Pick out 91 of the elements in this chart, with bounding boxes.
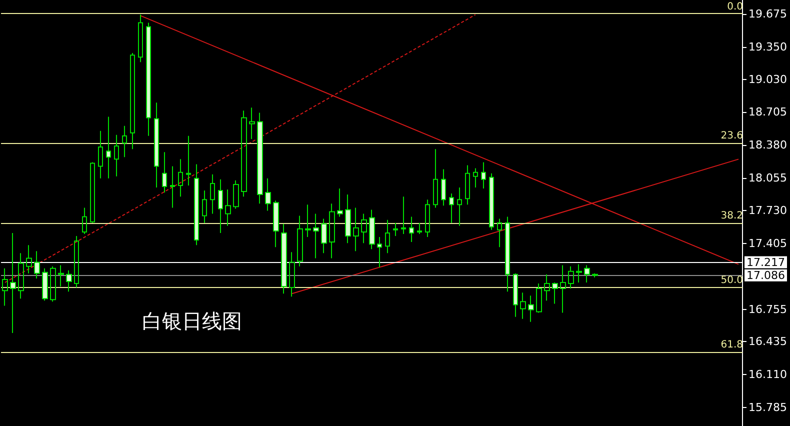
- annotation: 38.2: [720, 210, 743, 222]
- candlestick: [505, 216, 510, 292]
- candlestick: [329, 203, 335, 259]
- candlestick: [281, 223, 287, 294]
- candlestick: [489, 172, 494, 230]
- candlestick: [417, 222, 422, 234]
- y-tick-label: 15.785: [748, 400, 788, 414]
- candlestick: [449, 193, 454, 224]
- candlestick: [265, 178, 271, 212]
- candlestick: [90, 162, 95, 224]
- text: 白银日线图: [142, 309, 242, 333]
- candlestick: [42, 268, 48, 302]
- candlestick: [273, 200, 279, 248]
- candlestick: [2, 268, 8, 306]
- candlestick: [345, 194, 351, 244]
- candlestick: [297, 215, 303, 267]
- y-tick-label: 16.435: [748, 335, 788, 348]
- candlestick: [536, 282, 542, 314]
- candlestick: [289, 252, 295, 298]
- candlestick: [473, 168, 478, 188]
- candlestick: [393, 222, 398, 236]
- candlestick: [353, 207, 359, 252]
- candlestick: [568, 266, 574, 290]
- y-tick-label: 16.755: [748, 302, 788, 316]
- candlestick: [528, 295, 534, 322]
- candlestick: [66, 270, 72, 292]
- candlestick: [58, 264, 64, 288]
- y-tick-label: 19.675: [748, 8, 788, 21]
- y-tick-label: 18.705: [748, 106, 788, 119]
- candlestick: [249, 107, 255, 140]
- candlestick: [50, 266, 56, 302]
- candlestick: [377, 236, 382, 268]
- candlestick: [497, 218, 502, 248]
- candlestick: [409, 216, 414, 243]
- candlestick: [520, 292, 526, 320]
- candlestick: [552, 282, 558, 304]
- candlestick: [233, 180, 239, 210]
- candlestick: [544, 274, 550, 302]
- candlestick: [74, 235, 79, 288]
- candlestick: [513, 272, 518, 318]
- candlestick: [560, 264, 566, 314]
- candlestick: [202, 190, 207, 224]
- candlestick: [154, 102, 159, 188]
- y-tick-label: 19.030: [748, 72, 788, 86]
- candlestick: [98, 130, 103, 179]
- candlestick: [186, 135, 191, 186]
- candlestick: [305, 204, 311, 238]
- candlestick: [385, 219, 390, 254]
- candlestick: [130, 52, 135, 150]
- candlestick: [257, 112, 263, 204]
- candlestick: [441, 168, 446, 206]
- y-tick-label: 16.110: [748, 368, 788, 381]
- y-tick-label: 17.405: [748, 237, 788, 250]
- candlestick: [592, 272, 598, 278]
- candlestick: [82, 207, 87, 234]
- candlestick: [361, 213, 367, 244]
- candlestick: [26, 244, 32, 274]
- candlestick: [225, 189, 231, 226]
- candlestick: [162, 152, 167, 194]
- candlestick: [576, 264, 582, 283]
- y-tick-label: 18.055: [748, 171, 788, 184]
- candlestick: [481, 162, 486, 189]
- candlestick: [146, 22, 151, 136]
- candlestick: [10, 232, 16, 334]
- candlestick: [465, 164, 470, 206]
- candlestick: [433, 148, 438, 208]
- candlestick: [337, 188, 343, 218]
- candlestick: [34, 250, 40, 279]
- candlestick: [321, 218, 327, 254]
- candlestick: [178, 158, 183, 198]
- candlestick: [218, 178, 223, 234]
- candlestick: [18, 252, 24, 300]
- y-tick-label: 17.730: [748, 204, 788, 218]
- candlestick: [241, 110, 247, 198]
- candlestick: [369, 209, 375, 250]
- y-tick-label: 19.350: [748, 40, 788, 54]
- candlestick: [114, 134, 119, 177]
- candlestick: [401, 196, 406, 234]
- candlestick: [194, 164, 199, 246]
- candlestick: [138, 14, 143, 63]
- candlestick: [170, 166, 175, 208]
- ref-line-label: 17.086: [746, 268, 786, 282]
- candlestick: [584, 264, 590, 283]
- candlestick: [457, 186, 462, 226]
- ref-line-label: 17.217: [746, 256, 786, 269]
- candlestick: [210, 174, 215, 214]
- candlestick: [106, 116, 111, 179]
- candlestick: [313, 213, 319, 259]
- y-tick-label: 18.380: [748, 138, 788, 152]
- candlestick: [122, 125, 127, 158]
- candlestick: [425, 199, 430, 238]
